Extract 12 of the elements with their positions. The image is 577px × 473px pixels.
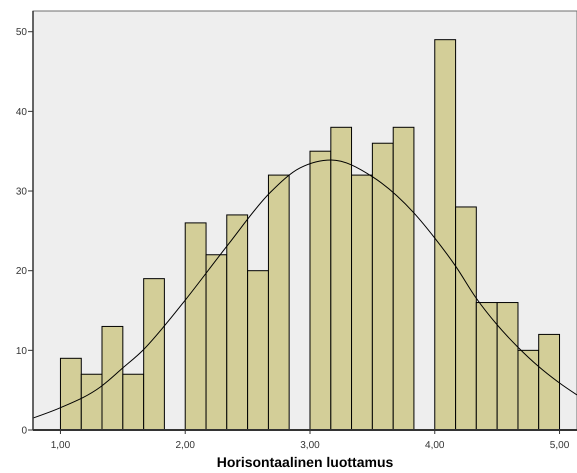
x-axis-title: Horisontaalinen luottamus: [216, 454, 394, 470]
y-tick-label: 40: [16, 106, 28, 118]
x-tick-label: 2,00: [175, 440, 196, 451]
y-tick-label: 20: [16, 266, 28, 278]
y-tick-label: 0: [21, 426, 28, 436]
x-tick-label: 3,00: [300, 440, 320, 451]
y-tick-label: 30: [16, 186, 28, 198]
x-tick-label: 4,00: [425, 440, 445, 451]
x-tick-label: 5,00: [550, 440, 570, 451]
y-tick-label: 50: [16, 27, 28, 38]
y-tick-label: 10: [16, 346, 28, 357]
x-tick-label: 1,00: [50, 440, 71, 451]
